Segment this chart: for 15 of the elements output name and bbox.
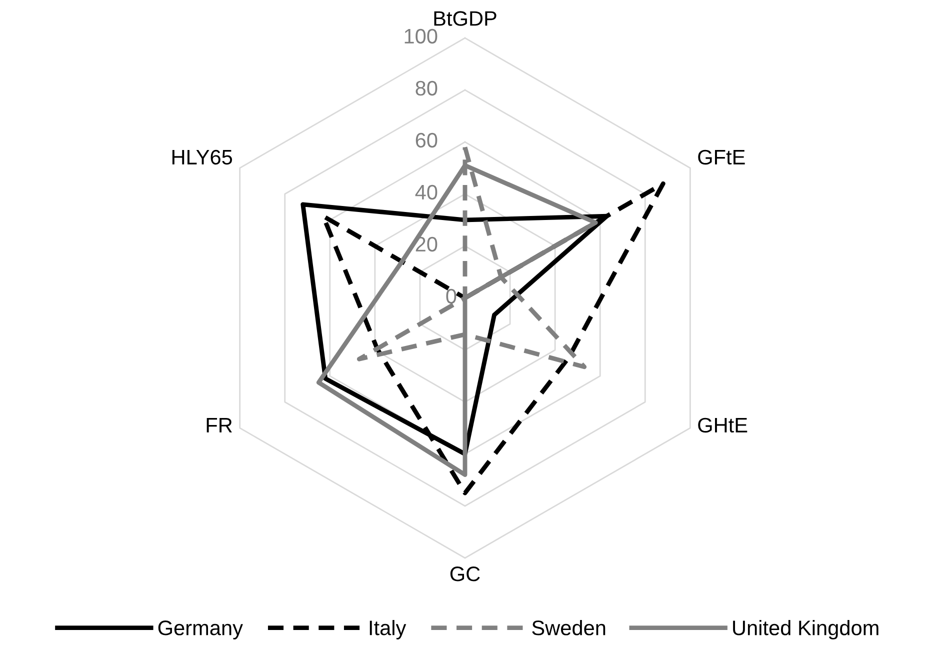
legend-label: Germany bbox=[158, 620, 243, 640]
spoke-label: HLY65 bbox=[172, 150, 232, 165]
y-tick-label: 100 bbox=[404, 28, 438, 44]
legend-label: Italy bbox=[370, 620, 406, 640]
y-tick-label: 40 bbox=[415, 184, 438, 200]
spoke-label: GFtE bbox=[698, 150, 745, 165]
spoke-label: GHtE bbox=[698, 418, 748, 433]
spoke-label: BtGDP bbox=[434, 11, 496, 26]
spoke-label: FR bbox=[206, 418, 232, 432]
legend-label: United Kingdom bbox=[733, 620, 878, 640]
y-tick-label: 60 bbox=[416, 132, 438, 148]
legend-label: Sweden bbox=[532, 620, 606, 636]
y-tick-label: 80 bbox=[416, 80, 438, 96]
spoke-label: GC bbox=[450, 566, 480, 582]
y-tick-label: 0 bbox=[446, 288, 456, 304]
